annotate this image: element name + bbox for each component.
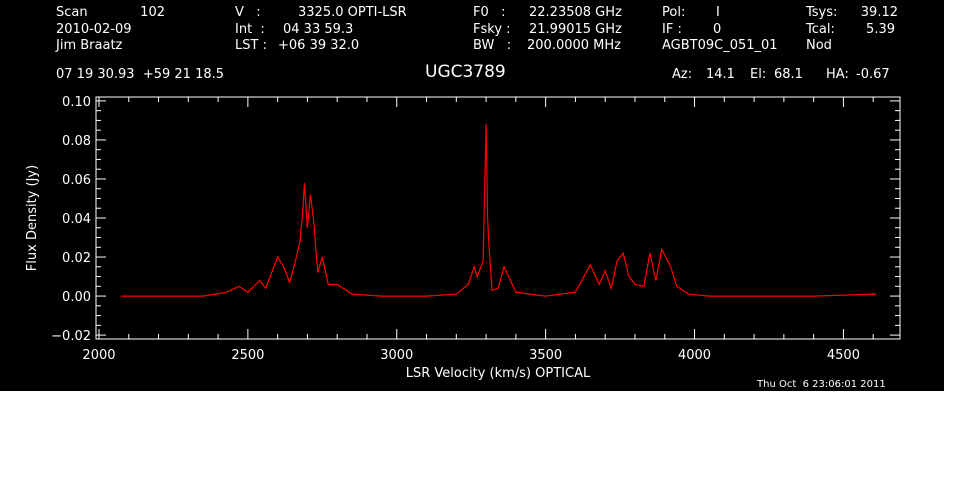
el-value: 68.1 (774, 67, 803, 82)
fsky-value: 21.99015 GHz (529, 22, 622, 37)
f0-label: F0 : (473, 5, 506, 20)
y-axis-label: Flux Density (Jy) (25, 165, 40, 271)
switching-mode: Nod (806, 38, 832, 53)
f0-value: 22.23508 GHz (529, 5, 622, 20)
ha-value: -0.67 (856, 67, 890, 82)
x-tick-label: 4000 (678, 348, 711, 363)
tcal-label: Tcal: (806, 22, 835, 37)
x-tick-label: 2500 (231, 348, 264, 363)
x-tick-label: 3000 (380, 348, 413, 363)
ha-label: HA: (826, 67, 849, 82)
scan-value: 102 (140, 5, 165, 20)
x-tick-label: 2000 (82, 348, 115, 363)
if-value: 0 (713, 22, 722, 37)
tcal-value: 5.39 (866, 22, 895, 37)
x-axis-label: LSR Velocity (km/s) OPTICAL (406, 366, 591, 381)
plot-timestamp: Thu Oct 6 23:06:01 2011 (757, 379, 886, 390)
source-coordinates: 07 19 30.93 +59 21 18.5 (56, 67, 225, 82)
pol-label: Pol: (662, 5, 686, 20)
tsys-value: 39.12 (860, 5, 898, 20)
int-label: Int : (235, 22, 265, 37)
x-tick-label: 3500 (529, 348, 562, 363)
lst-label: LST : (235, 38, 267, 53)
source-name: UGC3789 (425, 62, 506, 82)
session-id: AGBT09C_051_01 (662, 38, 778, 53)
bw-label: BW : (473, 38, 512, 53)
tsys-label: Tsys: (806, 5, 838, 20)
y-tick-label: 0.02 (62, 251, 91, 266)
observer-name: Jim Braatz (56, 38, 123, 53)
scan-label: Scan (56, 5, 88, 20)
spectrum-line (121, 124, 877, 297)
el-label: El: (750, 67, 767, 82)
y-tick-label: 0.04 (62, 212, 91, 227)
obs-date: 2010-02-09 (56, 22, 132, 37)
az-value: 14.1 (706, 67, 735, 82)
lst-value: +06 39 32.0 (278, 38, 360, 53)
if-label: IF : (662, 22, 682, 37)
int-value: 04 33 59.3 (283, 22, 354, 37)
y-tick-label: 0.08 (62, 134, 91, 149)
velocity-label: V : (235, 5, 261, 20)
plot-frame (95, 96, 901, 340)
velocity-value: 3325.0 OPTI-LSR (298, 5, 407, 20)
az-label: Az: (672, 67, 693, 82)
y-tick-label: 0.00 (62, 290, 91, 305)
fsky-label: Fsky : (473, 22, 511, 37)
plot-panel: Scan 102 2010-02-09 Jim Braatz 07 19 30.… (0, 0, 944, 391)
x-tick-label: 4500 (827, 348, 860, 363)
bw-value: 200.0000 MHz (527, 38, 621, 53)
spectrum-chart: 2000 2500 3000 3500 4000 4500 −0.02 0.00 0.02 0.0… (25, 95, 901, 381)
pol-value: I (716, 5, 720, 20)
y-tick-label: −0.02 (51, 329, 91, 344)
y-tick-label: 0.10 (62, 95, 91, 110)
y-tick-label: 0.06 (62, 173, 91, 188)
